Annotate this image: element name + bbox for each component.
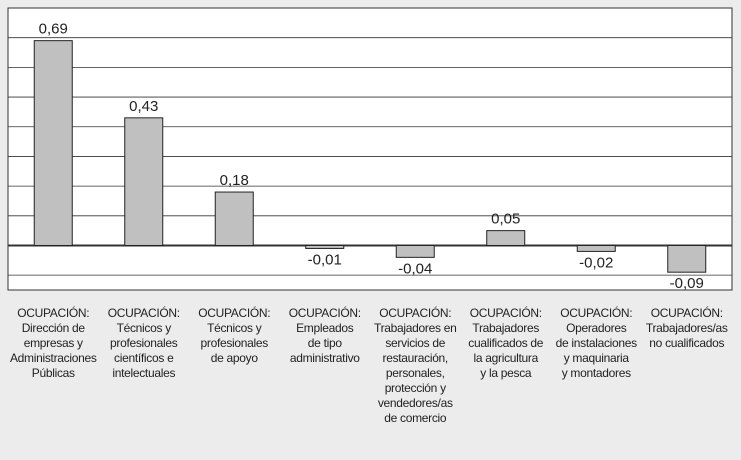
category-label: OCUPACIÓN: Empleados de tipo administrat… [288,306,361,365]
category-label: OCUPACIÓN: Técnicos y profesionales cien… [107,306,180,380]
bar [124,117,164,246]
value-label: 0,05 [491,211,520,228]
category-label: OCUPACIÓN: Trabajadores/as no cualificad… [645,306,728,350]
value-label: -0,02 [579,254,613,271]
value-label: 0,69 [39,21,68,38]
bar [214,191,254,246]
value-label: 0,43 [129,98,158,115]
category-label: OCUPACIÓN: Técnicos y profesionales de a… [198,306,271,365]
bar [667,244,707,273]
category-label: OCUPACIÓN: Trabajadores en servicios de … [374,306,457,425]
value-label: -0,04 [398,260,432,277]
bar [576,244,616,252]
value-label: -0,09 [670,275,704,292]
category-label: OCUPACIÓN: Operadores de instalaciones y… [555,306,638,380]
value-label: 0,18 [220,172,249,189]
category-label: OCUPACIÓN: Trabajadores cualificados de … [468,306,544,380]
bar [486,230,526,246]
bar [395,244,435,258]
value-label: -0,01 [308,251,342,268]
bar [305,244,345,249]
plot-area [7,7,733,291]
chart: 0,69 0,43 0,18 -0,01 -0,04 0,05 -0,02 -0,09 [7,7,733,292]
bar [33,40,73,246]
category-label: OCUPACIÓN: Dirección de empresas y Admin… [9,306,97,380]
